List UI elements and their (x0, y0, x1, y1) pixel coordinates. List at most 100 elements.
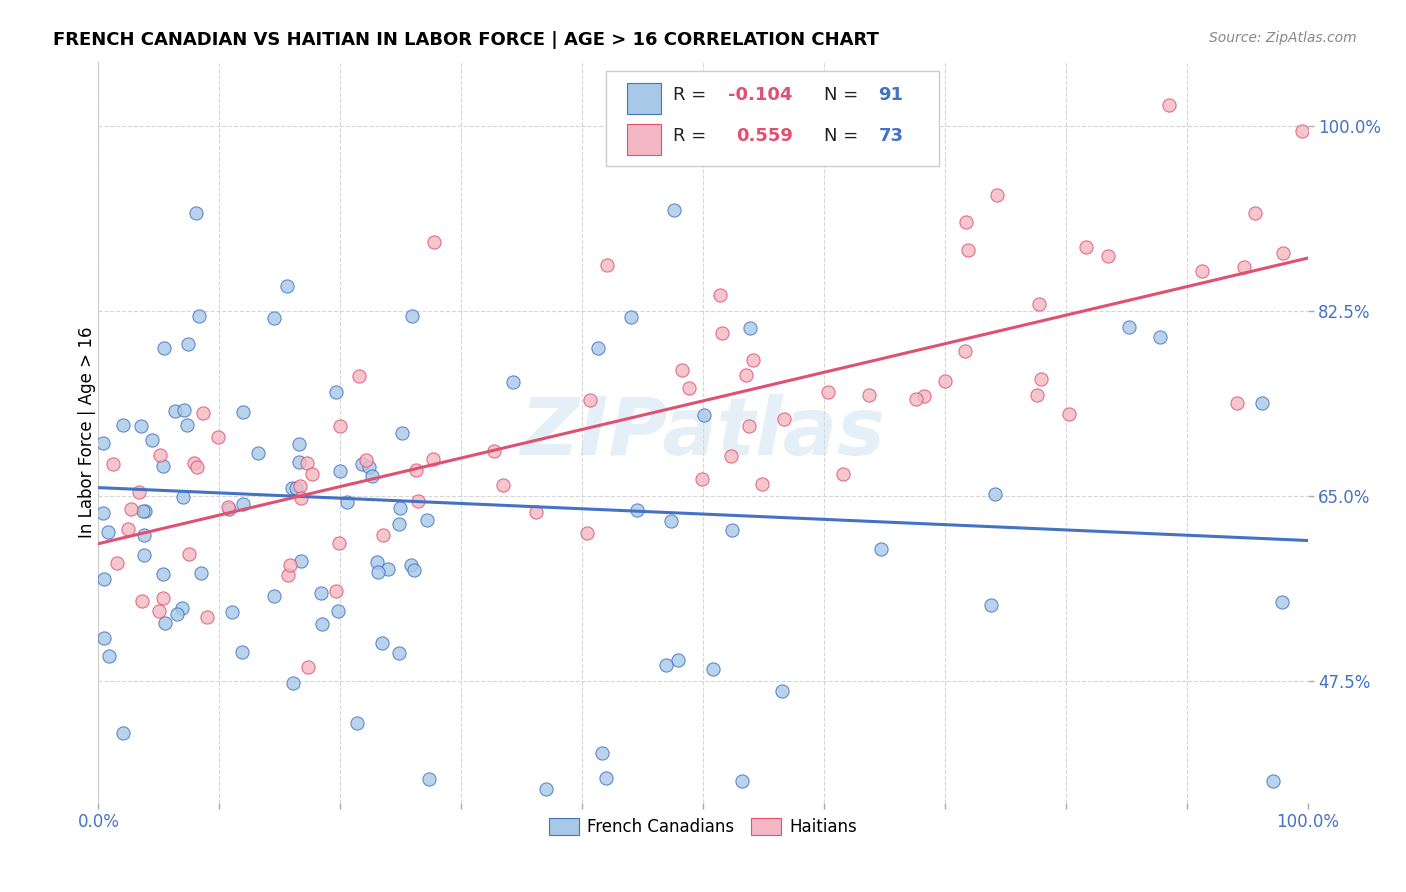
Point (953, 343, 976, 358)
Point (152, 591, 174, 605)
Point (1263, 774, 1285, 789)
Point (231, 645, 253, 659)
Point (832, 467, 855, 481)
Point (1149, 330, 1171, 344)
Point (702, 662, 724, 676)
Point (166, 607, 188, 621)
Point (720, 449, 742, 463)
Point (366, 555, 388, 569)
Point (152, 458, 174, 473)
Y-axis label: In Labor Force | Age > 16: In Labor Force | Age > 16 (79, 326, 96, 539)
Point (371, 528, 394, 542)
Point (153, 615, 176, 630)
Point (326, 604, 349, 618)
Point (738, 320, 761, 334)
Point (662, 203, 685, 218)
Point (276, 279, 298, 293)
Point (388, 646, 411, 660)
Point (406, 494, 429, 508)
Point (1250, 396, 1272, 410)
Point (134, 527, 156, 541)
Point (290, 491, 312, 505)
Point (690, 472, 713, 486)
Point (301, 467, 323, 481)
Point (284, 482, 307, 496)
Point (277, 568, 299, 582)
FancyBboxPatch shape (627, 124, 661, 155)
Text: R =: R = (673, 128, 717, 145)
Point (218, 502, 240, 516)
Point (1025, 388, 1047, 402)
Point (295, 456, 318, 470)
Point (141, 433, 163, 447)
Point (325, 384, 347, 399)
Point (349, 369, 371, 384)
Point (579, 393, 602, 408)
Point (283, 676, 305, 690)
Point (149, 448, 172, 462)
Point (955, 215, 977, 229)
Point (1244, 206, 1267, 220)
Point (418, 772, 440, 786)
Point (711, 326, 734, 340)
Point (399, 558, 422, 572)
FancyBboxPatch shape (627, 83, 661, 114)
Text: FRENCH CANADIAN VS HAITIAN IN LABOR FORCE | AGE > 16 CORRELATION CHART: FRENCH CANADIAN VS HAITIAN IN LABOR FORC… (53, 31, 879, 49)
Point (357, 460, 380, 475)
Point (1159, 98, 1181, 112)
Point (117, 522, 139, 536)
Point (751, 476, 773, 491)
Point (336, 494, 359, 508)
Point (112, 417, 135, 432)
Point (980, 598, 1002, 612)
Point (134, 504, 156, 518)
Point (263, 310, 285, 325)
Point (93, 572, 115, 586)
Text: ZIPatlas: ZIPatlas (520, 393, 886, 472)
Point (232, 405, 254, 419)
Point (281, 482, 304, 496)
Point (1076, 240, 1098, 254)
Point (404, 563, 426, 577)
Point (1291, 124, 1313, 138)
Point (177, 547, 200, 561)
Point (131, 504, 153, 518)
Point (329, 419, 352, 434)
Point (666, 653, 689, 667)
Point (170, 600, 193, 615)
Point (596, 258, 619, 272)
Point (1272, 246, 1295, 260)
Point (172, 490, 194, 504)
Point (734, 368, 756, 383)
Point (134, 548, 156, 562)
Point (575, 526, 598, 541)
Point (177, 337, 200, 351)
Point (492, 478, 515, 492)
Point (173, 402, 195, 417)
Point (620, 310, 643, 324)
Point (595, 772, 617, 786)
Point (1271, 595, 1294, 609)
Point (328, 536, 350, 550)
Point (401, 310, 423, 324)
Point (190, 566, 212, 580)
Point (770, 684, 793, 698)
Text: 0.559: 0.559 (735, 128, 793, 145)
Point (187, 310, 209, 324)
Point (97, 525, 120, 540)
Point (1118, 319, 1140, 334)
Point (217, 500, 239, 514)
Point (103, 458, 125, 472)
Point (912, 389, 935, 403)
Point (984, 487, 1007, 501)
Point (297, 660, 319, 674)
Point (280, 558, 302, 572)
Point (153, 341, 176, 355)
Point (311, 616, 333, 631)
Point (329, 464, 352, 478)
Point (524, 505, 547, 519)
Point (709, 288, 731, 302)
Text: R =: R = (673, 87, 711, 104)
Point (388, 501, 411, 516)
Point (207, 430, 229, 444)
